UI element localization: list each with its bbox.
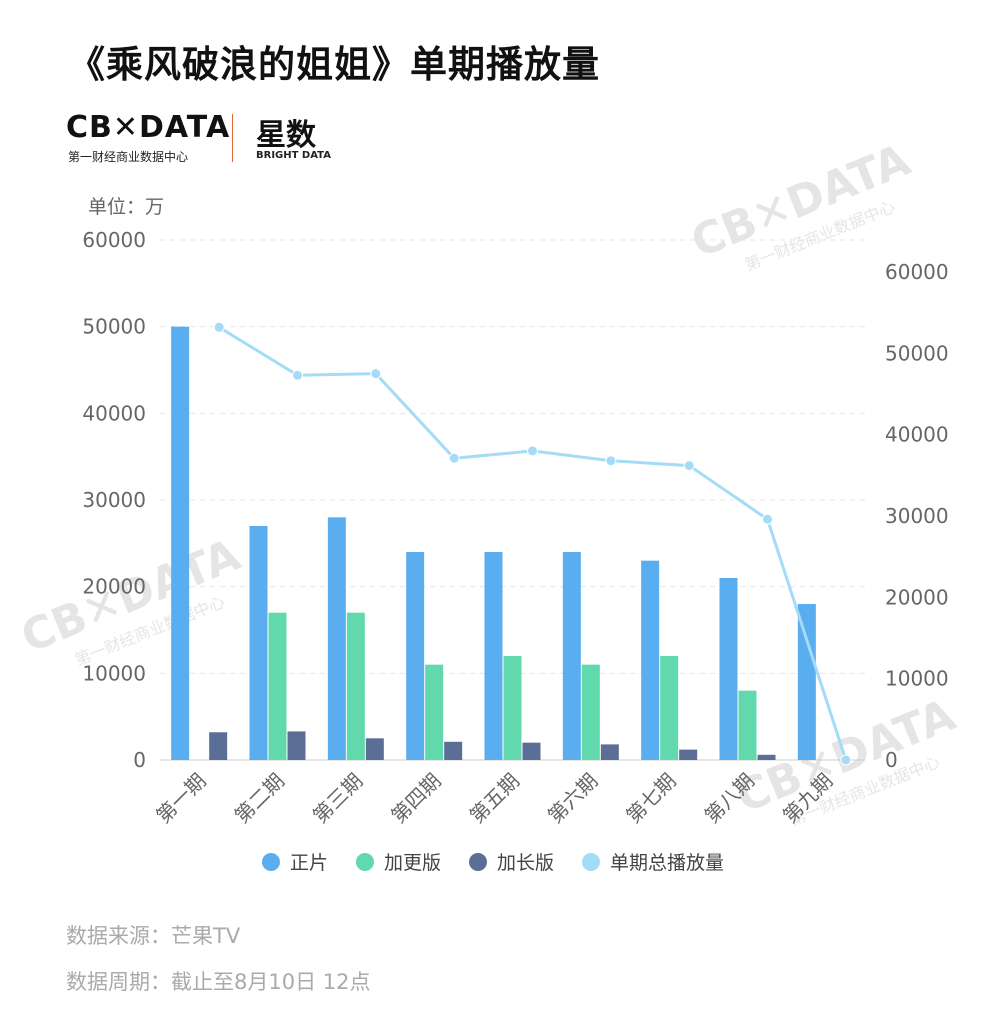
- cbndata-logo: CB✕DATA: [66, 110, 231, 145]
- bar-jiageng: [660, 656, 679, 760]
- bar-zhengpian: [719, 578, 738, 760]
- bar-jiageng: [738, 690, 757, 760]
- legend-dot-icon: [356, 852, 375, 871]
- total-point: [213, 321, 225, 333]
- data-source: 数据来源：芒果TV: [66, 924, 241, 948]
- y-right-tick-label: 10000: [885, 667, 949, 691]
- bar-jiageng: [268, 612, 287, 760]
- x-tick-label: 第五期: [465, 769, 524, 828]
- bar-jiachang: [444, 741, 463, 760]
- unit-label: 单位：万: [88, 196, 165, 218]
- legend-item-total[interactable]: 单期总播放量: [582, 848, 724, 875]
- x-tick-label: 第三期: [308, 769, 367, 828]
- bar-jiageng: [581, 664, 600, 760]
- x-tick-label: 第二期: [230, 769, 289, 828]
- legend-label: 加更版: [384, 852, 442, 874]
- x-tick-label: 第九期: [778, 769, 837, 828]
- brand-divider: [232, 114, 233, 162]
- legend-dot-icon: [582, 852, 601, 871]
- bar-zhengpian: [484, 552, 503, 760]
- cbndata-subtitle: 第一财经商业数据中心: [68, 150, 189, 164]
- bar-jiachang: [287, 731, 306, 760]
- y-right-tick-label: 60000: [885, 260, 949, 284]
- total-point: [448, 452, 460, 464]
- legend-label: 加长版: [497, 852, 555, 874]
- bar-jiachang: [600, 744, 619, 760]
- y-left-tick-label: 40000: [82, 401, 146, 425]
- y-right-tick-label: 50000: [885, 341, 949, 365]
- legend-dot-icon: [262, 852, 280, 871]
- y-left-tick-label: 60000: [82, 228, 146, 252]
- total-point: [762, 513, 773, 525]
- page-title: 《乘风破浪的姐姐》单期播放量: [68, 43, 600, 86]
- bar-zhengpian: [249, 526, 268, 760]
- bar-jiachang: [209, 732, 228, 760]
- x-tick-label: 第八期: [700, 769, 759, 828]
- y-right-tick-label: 40000: [885, 423, 949, 447]
- x-tick-label: 第一期: [151, 769, 210, 828]
- total-point: [292, 369, 303, 381]
- y-left-tick-label: 20000: [82, 575, 146, 599]
- bar-zhengpian: [406, 552, 425, 760]
- x-tick-label: 第四期: [386, 769, 445, 828]
- bar-jiachang: [522, 742, 541, 760]
- bar-jiageng: [346, 612, 365, 760]
- bar-jiachang: [757, 754, 776, 760]
- bar-zhengpian: [641, 560, 660, 760]
- y-left-tick-label: 0: [133, 748, 146, 772]
- bar-line-chart: 0 10000 20000 30000 40000 50000 60000 0 10000 200…: [82, 228, 949, 828]
- bar-zhengpian: [327, 517, 346, 760]
- y-left-tick-label: 50000: [82, 315, 146, 339]
- legend-item-jiageng[interactable]: 加更版: [356, 848, 441, 875]
- bar-zhengpian: [171, 326, 190, 760]
- bar-jiageng: [425, 664, 444, 760]
- total-point: [527, 445, 538, 457]
- legend-item-zhengpian[interactable]: 正片: [262, 848, 328, 875]
- legend-dot-icon: [469, 852, 488, 871]
- legend-item-jiachang[interactable]: 加长版: [469, 848, 554, 875]
- x-tick-label: 第六期: [543, 769, 602, 828]
- x-tick-label: 第七期: [621, 769, 680, 828]
- total-point: [370, 368, 382, 380]
- y-right-tick-label: 20000: [885, 585, 949, 609]
- bar-zhengpian: [797, 604, 816, 760]
- total-point: [683, 460, 695, 472]
- legend-label: 正片: [290, 852, 329, 874]
- y-left-tick-label: 30000: [82, 488, 146, 512]
- chart-legend: 正片 加更版 加长版 单期总播放量: [262, 848, 724, 875]
- total-point: [605, 455, 617, 467]
- brightdata-logo: 星数: [256, 118, 316, 153]
- total-point: [840, 754, 852, 766]
- brightdata-subtitle: BRIGHT DATA: [256, 150, 331, 161]
- y-right-tick-label: 30000: [885, 504, 949, 528]
- bar-zhengpian: [562, 552, 581, 760]
- bar-jiachang: [679, 749, 698, 760]
- bar-jiachang: [365, 738, 384, 760]
- bar-jiageng: [503, 656, 522, 760]
- legend-label: 单期总播放量: [610, 852, 725, 874]
- y-right-tick-label: 0: [885, 748, 898, 772]
- data-period: 数据周期：截止至8月10日 12点: [66, 970, 371, 994]
- y-left-tick-label: 10000: [82, 661, 146, 685]
